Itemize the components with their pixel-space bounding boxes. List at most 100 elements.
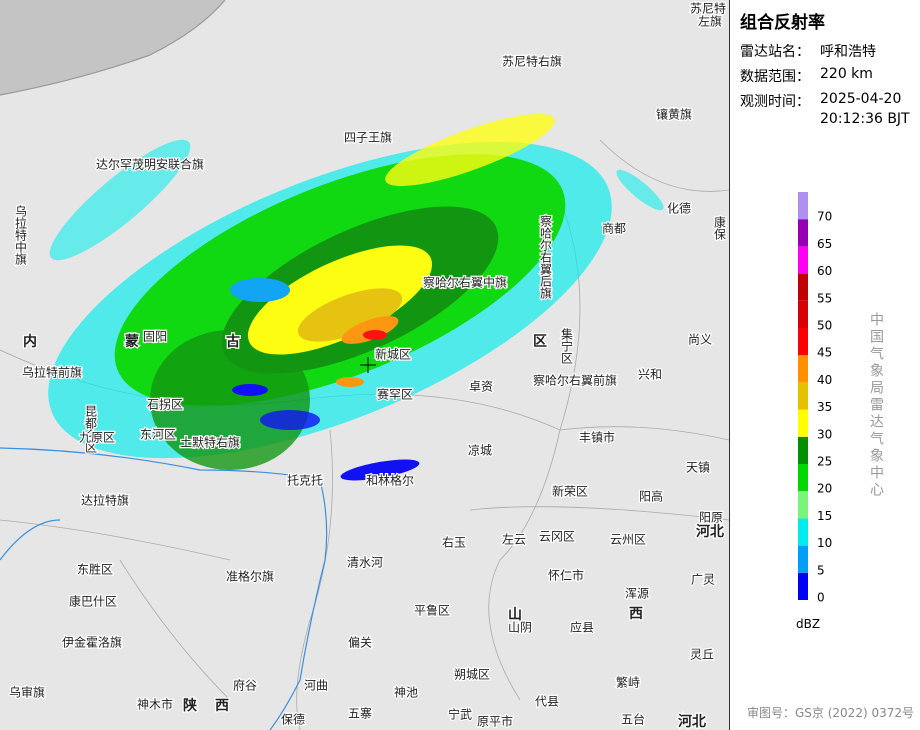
map-label: 山 <box>508 607 522 623</box>
map-label: 东胜区 <box>77 562 113 577</box>
map-label: 左旗 <box>698 14 722 29</box>
legend-swatch <box>798 355 808 383</box>
map-label: 神木市 <box>137 697 173 712</box>
map-label: 察哈尔右翼后旗 <box>539 215 553 300</box>
legend-swatch <box>798 518 808 546</box>
legend: 0 5 10 15 20 25 30 35 40 45 50 55 60 65 70 <box>798 192 832 605</box>
map-label: 西 <box>629 606 643 622</box>
agency: 中国气象局雷达气象中心 <box>868 312 884 499</box>
map-label: 察哈尔右翼前旗 <box>533 373 617 388</box>
map-label: 四子王旗 <box>344 130 392 145</box>
map-label: 东河区 <box>140 428 176 442</box>
field-value: 呼和浩特 <box>820 44 876 60</box>
legend-tick-label: 60 <box>817 264 832 278</box>
foreign-area <box>0 0 225 95</box>
field-value: 20:12:36 BJT <box>820 111 910 127</box>
map-label: 苏尼特 <box>690 1 726 16</box>
legend-tick-label: 25 <box>817 455 832 469</box>
map-label: 化德 <box>667 201 691 216</box>
legend-swatch <box>798 436 808 464</box>
legend-tick-label: 10 <box>817 536 832 550</box>
legend-tick-label: 45 <box>817 346 832 360</box>
legend-tick-label: 0 <box>817 591 825 605</box>
field-label: 观测时间： <box>740 94 810 110</box>
map-label: 乌拉特前旗 <box>22 365 82 380</box>
map-label: 河曲 <box>304 679 328 693</box>
map-label: 苏尼特右旗 <box>502 54 562 69</box>
map-label: 区 <box>533 334 547 350</box>
map-label: 达拉特旗 <box>81 493 129 508</box>
map-label: 乌拉特中旗 <box>14 204 28 266</box>
map-label: 广灵 <box>691 573 715 587</box>
map-label: 河北 <box>678 713 706 730</box>
map-label: 五寨 <box>348 706 372 721</box>
legend-tick-label: 20 <box>817 482 832 496</box>
map-label: 乌审旗 <box>9 685 45 700</box>
legend-tick-label: 5 <box>817 563 825 577</box>
field-label: 数据范围： <box>740 69 810 85</box>
map-label: 怀仁市 <box>548 568 584 583</box>
map-label: 尚义 <box>688 333 712 347</box>
field-value: 2025-04-20 <box>820 91 902 107</box>
map-label: 云冈区 <box>539 530 575 544</box>
legend-unit: dBZ <box>796 617 821 631</box>
legend-swatch <box>798 409 808 437</box>
map-label: 左云 <box>502 532 526 547</box>
map-label: 山阴 <box>508 621 532 635</box>
map-label: 商都 <box>602 221 626 236</box>
legend-tick-label: 35 <box>817 400 832 414</box>
map-label: 达尔罕茂明安联合旗 <box>96 157 204 172</box>
map-label: 康巴什区 <box>69 594 117 609</box>
map-label: 府谷 <box>233 678 257 693</box>
map-label: 凉城 <box>468 443 492 458</box>
map-label: 云州区 <box>610 533 646 547</box>
map-label: 兴和 <box>638 368 662 382</box>
map-label: 陕 <box>183 697 197 714</box>
legend-swatch <box>798 192 808 220</box>
legend-swatch <box>798 464 808 492</box>
map-label: 卓资 <box>469 380 493 394</box>
radar-site <box>360 357 376 373</box>
legend-swatch <box>798 572 808 600</box>
map-label: 宁武 <box>448 707 472 722</box>
field-value: 220 km <box>820 66 873 82</box>
legend-tick-label: 55 <box>817 291 832 305</box>
map-label: 新城区 <box>375 347 411 362</box>
legend-swatch <box>798 300 808 328</box>
legend-swatch <box>798 328 808 356</box>
map-label: 蒙 <box>125 333 139 350</box>
map-label: 灵丘 <box>690 648 714 662</box>
title: 组合反射率 <box>740 13 825 33</box>
legend-swatch <box>798 491 808 519</box>
map-label: 伊金霍洛旗 <box>62 635 122 650</box>
map-label: 阳原 <box>699 511 723 525</box>
map-label: 繁峙 <box>616 675 640 690</box>
legend-swatch <box>798 545 808 573</box>
legend-tick-label: 50 <box>817 319 832 333</box>
map-label: 新荣区 <box>552 484 588 499</box>
legend-tick-label: 70 <box>817 210 832 224</box>
map-label: 九原区 <box>79 431 115 445</box>
map-label: 应县 <box>570 620 594 635</box>
map-label: 平鲁区 <box>414 604 450 618</box>
map-label: 石拐区 <box>147 397 183 412</box>
legend-swatch <box>798 246 808 274</box>
map-label: 集宁区 <box>560 327 574 364</box>
map-label: 内 <box>23 333 37 350</box>
map-label: 代县 <box>535 695 559 709</box>
legend-swatch <box>798 273 808 301</box>
footer: 审图号：GS京 (2022) 0372号 <box>747 706 914 720</box>
rivers <box>0 447 328 730</box>
map-label: 右玉 <box>442 535 466 550</box>
map-label: 丰镇市 <box>579 430 615 445</box>
map-label: 朔城区 <box>454 667 490 682</box>
map-label: 和林格尔 <box>366 473 414 488</box>
map-label: 镶黄旗 <box>656 107 692 122</box>
legend-tick-label: 40 <box>817 373 832 387</box>
legend-swatch <box>798 219 808 247</box>
legend-tick-label: 65 <box>817 237 832 251</box>
map-label: 固阳 <box>143 330 167 344</box>
info-panel: 组合反射率 雷达站名： 呼和浩特 数据范围： 220 km 观测时间： 2025… <box>729 0 920 730</box>
